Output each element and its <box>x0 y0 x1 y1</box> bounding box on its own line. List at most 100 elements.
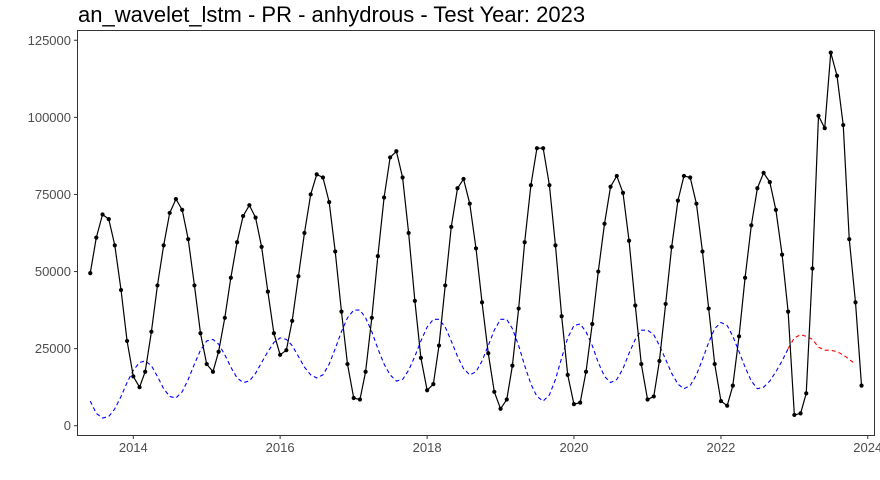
data-point <box>510 363 515 368</box>
data-point <box>443 283 448 288</box>
data-point <box>651 394 656 399</box>
data-point <box>425 388 430 393</box>
y-tick-label: 75000 <box>35 187 71 202</box>
x-tick-label: 2014 <box>119 440 148 455</box>
data-point <box>730 383 735 388</box>
data-point <box>369 315 374 320</box>
series-line <box>89 51 863 416</box>
data-point <box>841 122 846 128</box>
x-tick-label: 2024 <box>853 440 880 455</box>
data-point <box>314 172 319 177</box>
data-point <box>786 309 791 314</box>
data-point <box>706 306 711 311</box>
data-point <box>767 180 772 185</box>
data-point <box>633 303 638 308</box>
data-point <box>333 249 338 254</box>
data-point <box>180 207 185 212</box>
plot-panel <box>77 30 875 436</box>
data-point <box>773 207 778 212</box>
data-point <box>583 369 589 374</box>
data-point <box>100 212 105 217</box>
data-point <box>131 374 136 379</box>
data-point <box>559 314 564 319</box>
data-point <box>804 391 809 396</box>
data-point <box>718 398 724 404</box>
data-point <box>504 397 509 402</box>
data-point <box>265 289 270 294</box>
data-point <box>810 266 815 271</box>
data-point <box>657 358 662 364</box>
data-point <box>479 300 485 305</box>
data-point <box>241 213 246 219</box>
chart-title: an_wavelet_lstm - PR - anhydrous - Test … <box>78 2 586 27</box>
data-point <box>278 352 283 357</box>
data-point <box>736 334 742 339</box>
data-point <box>124 338 130 344</box>
data-point <box>388 155 393 160</box>
data-point <box>798 411 803 416</box>
data-point <box>681 173 687 179</box>
data-point <box>173 196 179 202</box>
data-point <box>761 170 766 175</box>
data-point <box>645 397 650 402</box>
data-point <box>137 385 142 390</box>
data-point <box>467 201 472 206</box>
data-point <box>473 246 479 251</box>
axes-layer: 0 25000 50000 75000 100000 125000 2014 2016 2018… <box>28 33 880 455</box>
series-line <box>787 334 856 365</box>
data-point <box>688 175 693 180</box>
data-point <box>712 361 717 367</box>
data-point <box>859 383 864 388</box>
data-point <box>828 50 833 55</box>
data-point <box>749 223 754 228</box>
data-point <box>149 329 154 334</box>
data-point <box>155 283 160 288</box>
data-point <box>222 315 227 320</box>
data-point <box>320 175 326 180</box>
data-point <box>351 395 356 401</box>
data-point <box>486 351 491 356</box>
data-point <box>400 175 405 180</box>
data-point <box>327 200 332 205</box>
data-point <box>216 349 221 354</box>
data-point <box>547 183 552 188</box>
data-point <box>461 176 466 182</box>
y-tick-label: 50000 <box>35 264 71 279</box>
data-point <box>847 237 852 242</box>
data-point <box>112 243 117 248</box>
data-point <box>742 275 748 280</box>
data-point <box>822 126 827 131</box>
data-point <box>498 406 503 411</box>
data-point <box>694 201 699 206</box>
data-point <box>431 382 436 387</box>
data-point <box>534 146 540 151</box>
data-point <box>406 230 411 236</box>
data-point <box>571 402 577 407</box>
data-point <box>528 183 534 188</box>
data-point <box>639 361 644 367</box>
y-tick-label: 0 <box>64 418 71 433</box>
data-point <box>308 192 313 197</box>
data-point <box>792 412 797 418</box>
data-point <box>816 113 821 118</box>
data-point <box>412 298 417 303</box>
data-point <box>669 244 674 249</box>
data-point <box>210 369 216 374</box>
data-point <box>94 235 99 240</box>
data-point <box>284 348 289 353</box>
y-tick-label: 125000 <box>28 33 71 48</box>
series-layer <box>88 50 864 419</box>
data-point <box>596 269 601 274</box>
data-point <box>553 243 558 248</box>
data-point <box>290 318 295 323</box>
data-point <box>88 270 93 276</box>
data-point <box>436 343 442 348</box>
data-point <box>834 73 840 78</box>
data-point <box>167 210 172 216</box>
y-tick-label: 25000 <box>35 341 71 356</box>
data-point <box>247 203 252 208</box>
data-point <box>381 195 387 200</box>
data-point <box>675 198 681 203</box>
x-tick-label: 2022 <box>706 440 735 455</box>
